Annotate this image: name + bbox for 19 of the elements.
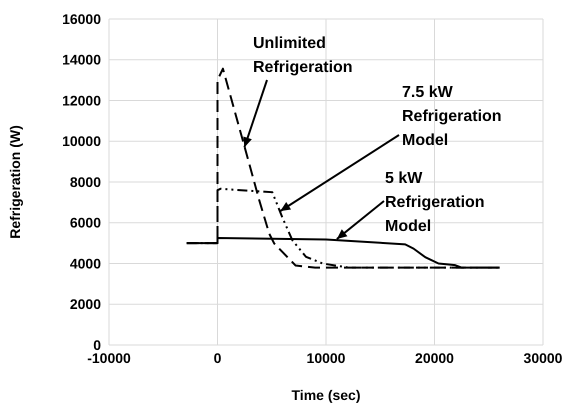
annotation: Unlimited Refrigeration <box>253 35 353 76</box>
y-tick-label: 14000 <box>62 52 102 68</box>
y-tick-label: 12000 <box>62 92 102 108</box>
y-axis-title: Refrigeration (W) <box>7 125 23 239</box>
x-tick-label: 30000 <box>524 350 563 366</box>
x-tick-label: 20000 <box>415 350 454 366</box>
y-tick-label: 16000 <box>62 10 102 27</box>
y-tick-label: 2000 <box>70 296 102 312</box>
y-tick-label: 8000 <box>70 174 102 190</box>
annotation: 5 kW Refrigeration Model <box>385 170 485 235</box>
x-axis-title: Time (sec) <box>292 387 360 403</box>
x-tick-label: 0 <box>214 350 222 366</box>
y-tick-label: 10000 <box>62 133 102 150</box>
y-tick-label: 6000 <box>70 214 102 231</box>
x-tick-label: -10000 <box>87 350 132 366</box>
y-tick-label: 4000 <box>70 255 102 272</box>
annotation: 7.5 kW Refrigeration Model <box>402 84 502 149</box>
x-tick-label: 10000 <box>306 350 346 366</box>
y-tick-label: 0 <box>93 336 102 353</box>
